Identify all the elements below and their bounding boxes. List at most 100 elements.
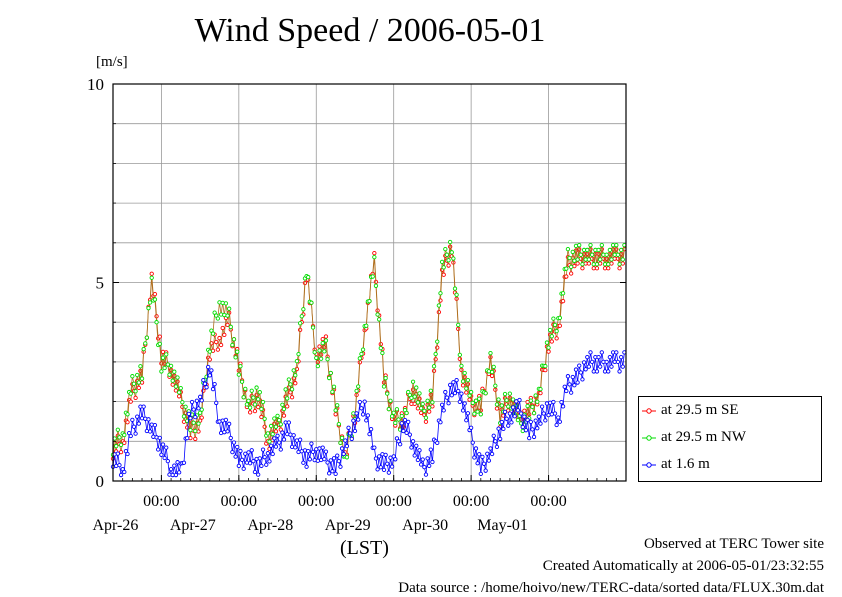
- data-point: [425, 456, 430, 461]
- data-point: [598, 364, 603, 369]
- data-point: [136, 380, 141, 385]
- data-point: [210, 387, 216, 392]
- data-point: [585, 247, 590, 253]
- data-point: [281, 437, 287, 442]
- data-point: [354, 388, 359, 394]
- data-point: [402, 417, 408, 423]
- data-point: [594, 266, 600, 271]
- data-point: [518, 411, 524, 416]
- data-point: [272, 436, 277, 441]
- data-point: [549, 339, 554, 344]
- data-point: [578, 370, 583, 375]
- data-point: [325, 357, 330, 362]
- data-point: [154, 320, 159, 325]
- data-point: [577, 363, 582, 368]
- data-point: [291, 433, 296, 438]
- data-point: [201, 378, 206, 383]
- x-tick-label-hour: 00:00: [453, 493, 489, 510]
- data-point: [297, 321, 303, 326]
- data-point: [535, 399, 540, 404]
- data-point: [509, 420, 514, 425]
- data-point: [191, 407, 196, 412]
- data-point: [507, 391, 512, 396]
- legend-marker-nw: [646, 435, 652, 441]
- data-point: [452, 390, 458, 396]
- legend-marker-se: [646, 408, 652, 414]
- data-point: [585, 354, 590, 360]
- data-point: [164, 445, 169, 450]
- data-point: [309, 441, 314, 446]
- data-point: [230, 342, 235, 348]
- data-point: [477, 396, 482, 401]
- data-point: [560, 291, 566, 296]
- data-point: [599, 350, 604, 355]
- series-1: [110, 239, 627, 460]
- data-point: [465, 411, 471, 416]
- data-point: [310, 325, 316, 330]
- data-point: [457, 356, 462, 362]
- data-point: [473, 446, 479, 451]
- data-point: [181, 414, 187, 419]
- data-point: [385, 461, 390, 466]
- data-point: [115, 451, 120, 456]
- data-point: [289, 387, 295, 392]
- data-point: [586, 257, 592, 262]
- legend-label-surface: at 1.6 m: [661, 456, 710, 472]
- data-point: [439, 259, 445, 265]
- data-point: [494, 402, 500, 407]
- data-point: [188, 428, 193, 433]
- data-point: [512, 414, 517, 419]
- data-point: [493, 383, 498, 388]
- data-point: [293, 373, 298, 378]
- data-point: [428, 388, 433, 393]
- data-point: [278, 422, 283, 427]
- data-point: [204, 385, 209, 390]
- data-point: [541, 411, 546, 416]
- data-point: [435, 339, 440, 344]
- data-point: [215, 316, 221, 321]
- data-point: [567, 382, 572, 387]
- data-point: [360, 412, 366, 417]
- data-point: [118, 472, 124, 478]
- data-point: [296, 351, 301, 357]
- footer-created: Created Automatically at 2006-05-01/23:3…: [542, 558, 824, 574]
- data-point: [485, 451, 490, 456]
- data-point: [207, 349, 212, 354]
- data-point: [299, 314, 304, 319]
- data-point: [614, 350, 619, 355]
- data-point: [257, 456, 262, 461]
- x-tick-label-date: Apr-27: [170, 517, 216, 534]
- data-point: [507, 411, 512, 416]
- data-point: [412, 453, 417, 458]
- data-point: [202, 381, 208, 386]
- data-point: [604, 252, 609, 257]
- data-point: [239, 457, 245, 462]
- data-point: [196, 421, 201, 426]
- data-point: [327, 471, 332, 476]
- data-point: [401, 428, 406, 434]
- data-point: [357, 356, 362, 361]
- data-point: [210, 331, 216, 336]
- data-point: [247, 405, 253, 410]
- data-point: [268, 443, 274, 448]
- data-point: [575, 380, 580, 385]
- data-point: [331, 384, 337, 389]
- data-point: [464, 418, 469, 423]
- data-point: [486, 458, 492, 463]
- data-point: [138, 364, 143, 369]
- data-point: [528, 398, 533, 403]
- data-point: [423, 419, 429, 424]
- data-point: [260, 447, 266, 452]
- data-point: [247, 410, 253, 415]
- data-point: [536, 414, 542, 419]
- data-point: [243, 386, 248, 392]
- data-point: [256, 397, 261, 402]
- data-point: [617, 262, 622, 267]
- data-point: [607, 247, 613, 253]
- data-point: [325, 460, 330, 465]
- data-point: [259, 406, 264, 412]
- data-point: [496, 426, 501, 431]
- data-point: [530, 404, 535, 410]
- data-point: [572, 383, 577, 388]
